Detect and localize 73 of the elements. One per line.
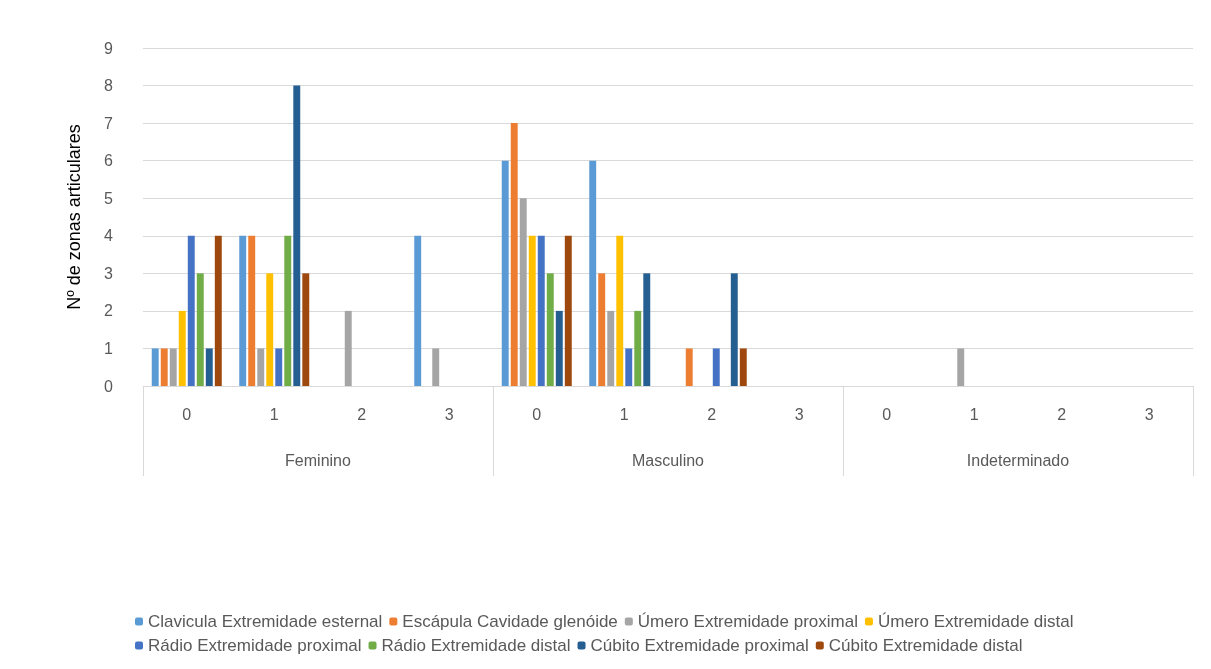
bar xyxy=(589,160,597,386)
y-tick-label: 4 xyxy=(104,227,114,245)
legend-label: Clavicula Extremidade esternal xyxy=(148,612,383,631)
bar xyxy=(616,235,624,386)
y-tick-label: 7 xyxy=(104,114,114,132)
bar xyxy=(634,310,642,386)
bar xyxy=(957,348,965,386)
bar xyxy=(196,273,204,386)
y-tick-label: 8 xyxy=(104,77,114,95)
bar xyxy=(169,348,177,386)
x-tick-label: 0 xyxy=(882,405,892,423)
legend-label: Cúbito Extremidade proximal xyxy=(590,636,809,655)
bar xyxy=(643,273,651,386)
bar xyxy=(712,348,720,386)
legend-label: Rádio Extremidade proximal xyxy=(148,636,362,655)
bar xyxy=(293,85,301,386)
legend-label: Úmero Extremidade proximal xyxy=(637,612,858,631)
y-tick-label: 5 xyxy=(104,189,114,207)
bar xyxy=(564,235,572,386)
bar xyxy=(519,198,527,386)
bar xyxy=(205,348,213,386)
bar xyxy=(187,235,195,386)
x-tick-label: 3 xyxy=(794,405,804,423)
bar xyxy=(414,235,422,386)
bar xyxy=(598,273,606,386)
bar xyxy=(546,273,554,386)
bar xyxy=(555,310,563,386)
bar xyxy=(730,273,738,386)
bar xyxy=(537,235,545,386)
bar xyxy=(214,235,222,386)
text: Indeterminado xyxy=(966,451,1070,469)
y-tick-label: 0 xyxy=(104,377,114,395)
bar xyxy=(685,348,693,386)
text: Feminino xyxy=(285,451,351,469)
legend-label: Cúbito Extremidade distal xyxy=(828,636,1023,655)
x-tick-label: 1 xyxy=(969,405,979,423)
x-tick-label: 1 xyxy=(269,405,279,423)
bar xyxy=(275,348,283,386)
bar xyxy=(625,348,633,386)
bar xyxy=(607,310,615,386)
bar xyxy=(501,160,509,386)
y-tick-label: 9 xyxy=(104,39,114,57)
bar xyxy=(432,348,440,386)
bar xyxy=(178,310,186,386)
bar xyxy=(739,348,747,386)
x-tick-label: 0 xyxy=(532,405,542,423)
y-tick-label: 2 xyxy=(104,302,114,320)
bar xyxy=(344,310,352,386)
x-tick-label: 2 xyxy=(357,405,367,423)
legend-label: Rádio Extremidade distal xyxy=(381,636,571,655)
x-tick-label: 1 xyxy=(619,405,629,423)
x-tick-label: 3 xyxy=(1144,405,1154,423)
x-tick-label: 2 xyxy=(1057,405,1067,423)
bar xyxy=(160,348,168,386)
bar xyxy=(257,348,265,386)
x-tick-label: 0 xyxy=(182,405,192,423)
bar xyxy=(510,123,518,386)
y-tick-label: 1 xyxy=(104,339,114,357)
bar xyxy=(248,235,256,386)
x-tick-label: 3 xyxy=(444,405,454,423)
y-axis-title: Nº de zonas articulares xyxy=(64,124,84,310)
bar xyxy=(284,235,292,386)
legend-label: Úmero Extremidade distal xyxy=(877,612,1074,631)
y-tick-label: 6 xyxy=(104,152,114,170)
bar xyxy=(266,273,274,386)
bar xyxy=(302,273,310,386)
bar xyxy=(239,235,247,386)
y-tick-label: 3 xyxy=(104,264,114,282)
bar xyxy=(151,348,159,386)
text: Masculino xyxy=(631,451,705,469)
x-tick-label: 2 xyxy=(707,405,717,423)
bar xyxy=(528,235,536,386)
legend-label: Escápula Cavidade glenóide xyxy=(402,612,618,631)
